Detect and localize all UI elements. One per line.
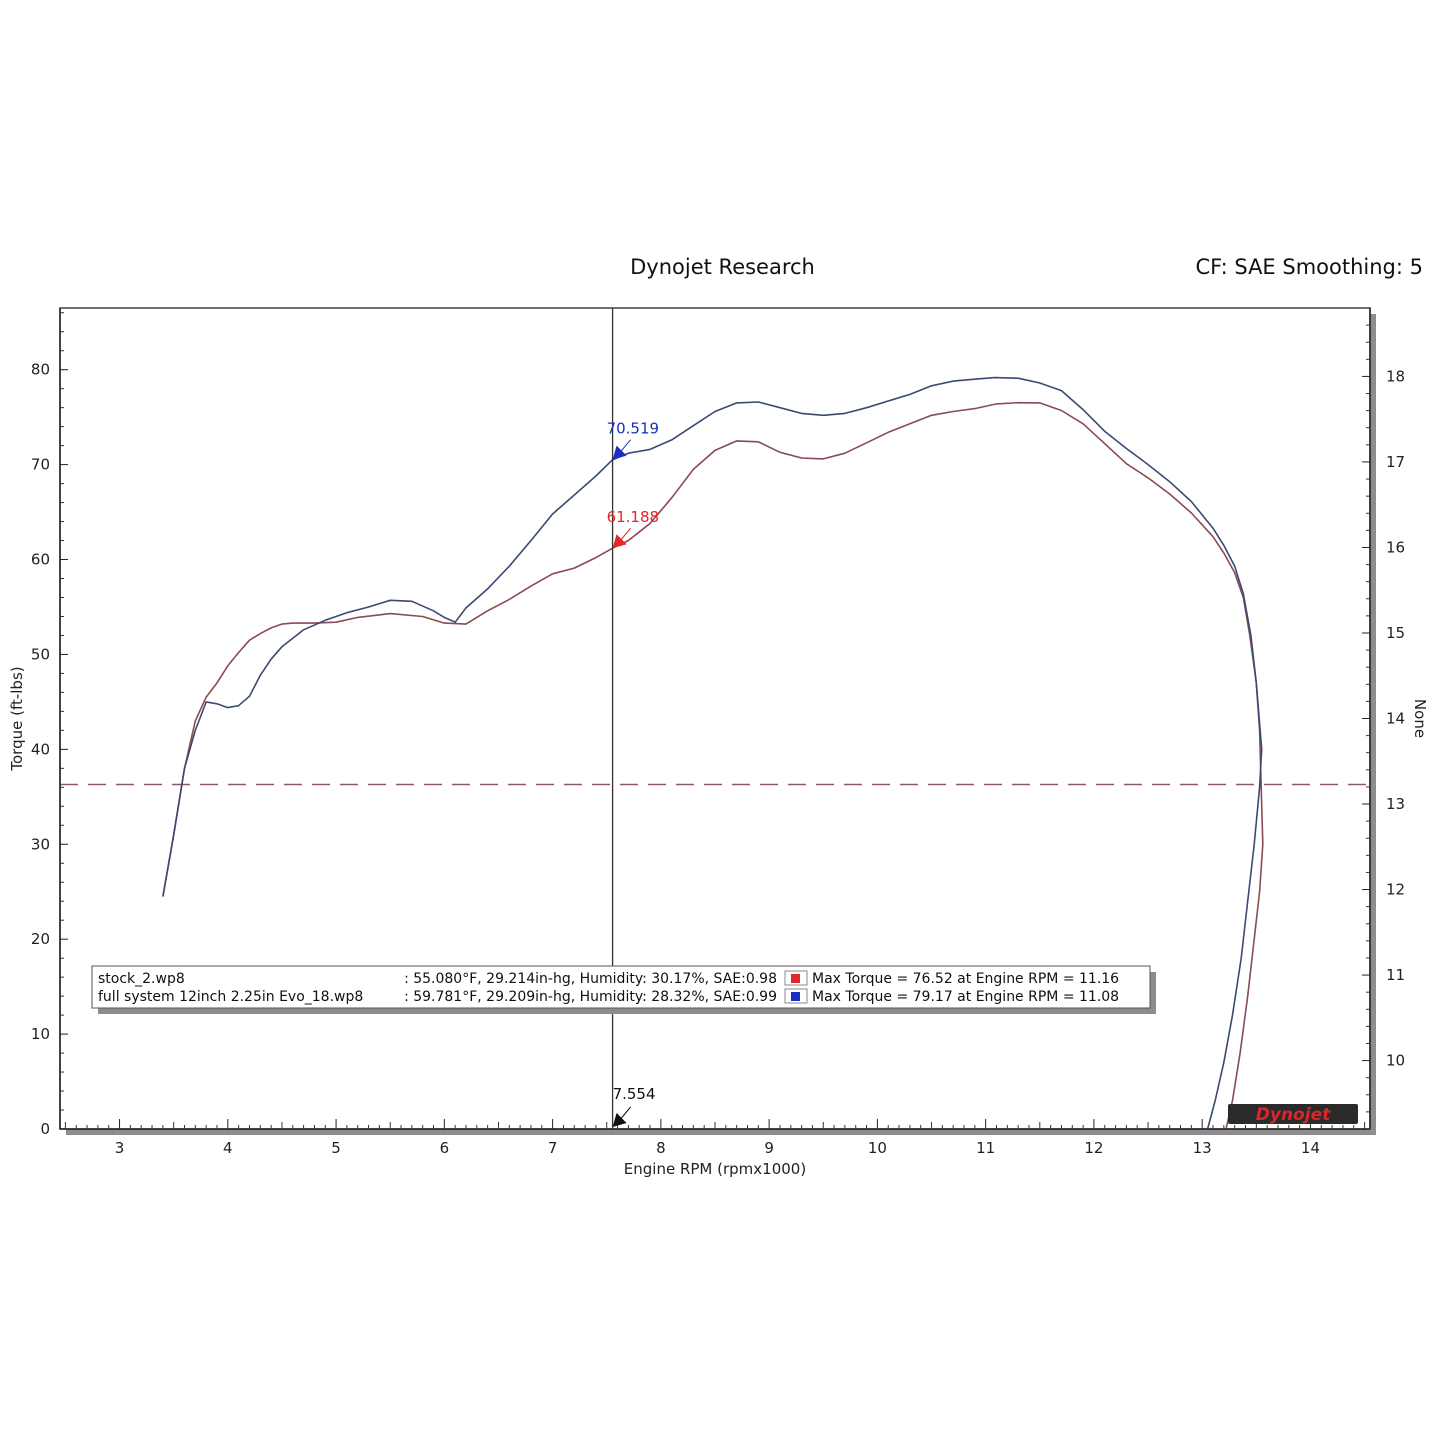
y-tick-label: 70: [31, 456, 50, 474]
x-tick-label: 12: [1084, 1139, 1103, 1157]
x-tick-label: 10: [868, 1139, 887, 1157]
cursor-x-pointer: [620, 1106, 631, 1120]
cursor-x-label: 7.554: [613, 1085, 656, 1103]
legend-conditions: : 55.080°F, 29.214in-hg, Humidity: 30.17…: [404, 971, 777, 987]
cursor-value-marker: [612, 534, 627, 549]
legend-summary: Max Torque = 79.17 at Engine RPM = 11.08: [812, 989, 1119, 1005]
y2-tick-label: 17: [1386, 453, 1405, 471]
y-tick-label: 80: [31, 361, 50, 379]
y-tick-label: 40: [31, 740, 50, 758]
y-tick-label: 60: [31, 551, 50, 569]
y2-tick-label: 11: [1386, 966, 1405, 984]
x-tick-label: 6: [440, 1139, 450, 1157]
dynojet-logo: Dynojet: [1256, 1105, 1331, 1125]
legend-swatch: [791, 974, 800, 983]
x-axis-title: Engine RPM (rpmx1000): [624, 1160, 806, 1178]
correction-factor-label: CF: SAE Smoothing: 5: [1195, 255, 1423, 279]
y2-axis-title: None: [1411, 699, 1429, 738]
x-tick-label: 13: [1193, 1139, 1212, 1157]
cursor-value-marker: [612, 445, 627, 460]
x-tick-label: 3: [115, 1139, 125, 1157]
y2-tick-label: 15: [1386, 624, 1405, 642]
x-tick-label: 4: [223, 1139, 233, 1157]
legend-swatch: [791, 992, 800, 1001]
series-line-stock: [162, 401, 1264, 1130]
legend-summary: Max Torque = 76.52 at Engine RPM = 11.16: [812, 971, 1119, 987]
y2-tick-label: 12: [1386, 881, 1405, 899]
y2-tick-label: 18: [1386, 367, 1405, 385]
y2-tick-label: 16: [1386, 538, 1405, 556]
x-tick-label: 5: [331, 1139, 341, 1157]
chart-title: Dynojet Research: [630, 255, 815, 279]
y2-tick-label: 13: [1386, 795, 1405, 813]
y2-tick-label: 14: [1386, 710, 1405, 728]
x-tick-label: 14: [1301, 1139, 1320, 1157]
legend-file-name: full system 12inch 2.25in Evo_18.wp8: [98, 989, 363, 1005]
legend-box: [91, 965, 1151, 1009]
logo-badge: [1228, 1104, 1358, 1124]
y-tick-label: 30: [31, 835, 50, 853]
y-tick-label: 50: [31, 645, 50, 663]
cursor-value-label: 70.519: [607, 420, 660, 438]
cursor-x-marker: [612, 1113, 627, 1127]
y-axis-title: Torque (ft-lbs): [8, 666, 26, 771]
cursor-value-pointer: [620, 527, 631, 541]
cursor-value-pointer: [620, 439, 631, 453]
x-tick-label: 11: [976, 1139, 995, 1157]
x-tick-label: 7: [548, 1139, 558, 1157]
y-tick-label: 0: [40, 1120, 50, 1138]
cursor-value-label: 61.188: [607, 508, 660, 526]
y2-tick-label: 10: [1386, 1052, 1405, 1070]
y-tick-label: 20: [31, 930, 50, 948]
y-tick-label: 10: [31, 1025, 50, 1043]
x-tick-label: 8: [656, 1139, 666, 1157]
legend-file-name: stock_2.wp8: [98, 971, 185, 987]
legend-conditions: : 59.781°F, 29.209in-hg, Humidity: 28.32…: [404, 989, 777, 1005]
series-line-full-system: [162, 376, 1263, 1130]
x-tick-label: 9: [764, 1139, 774, 1157]
